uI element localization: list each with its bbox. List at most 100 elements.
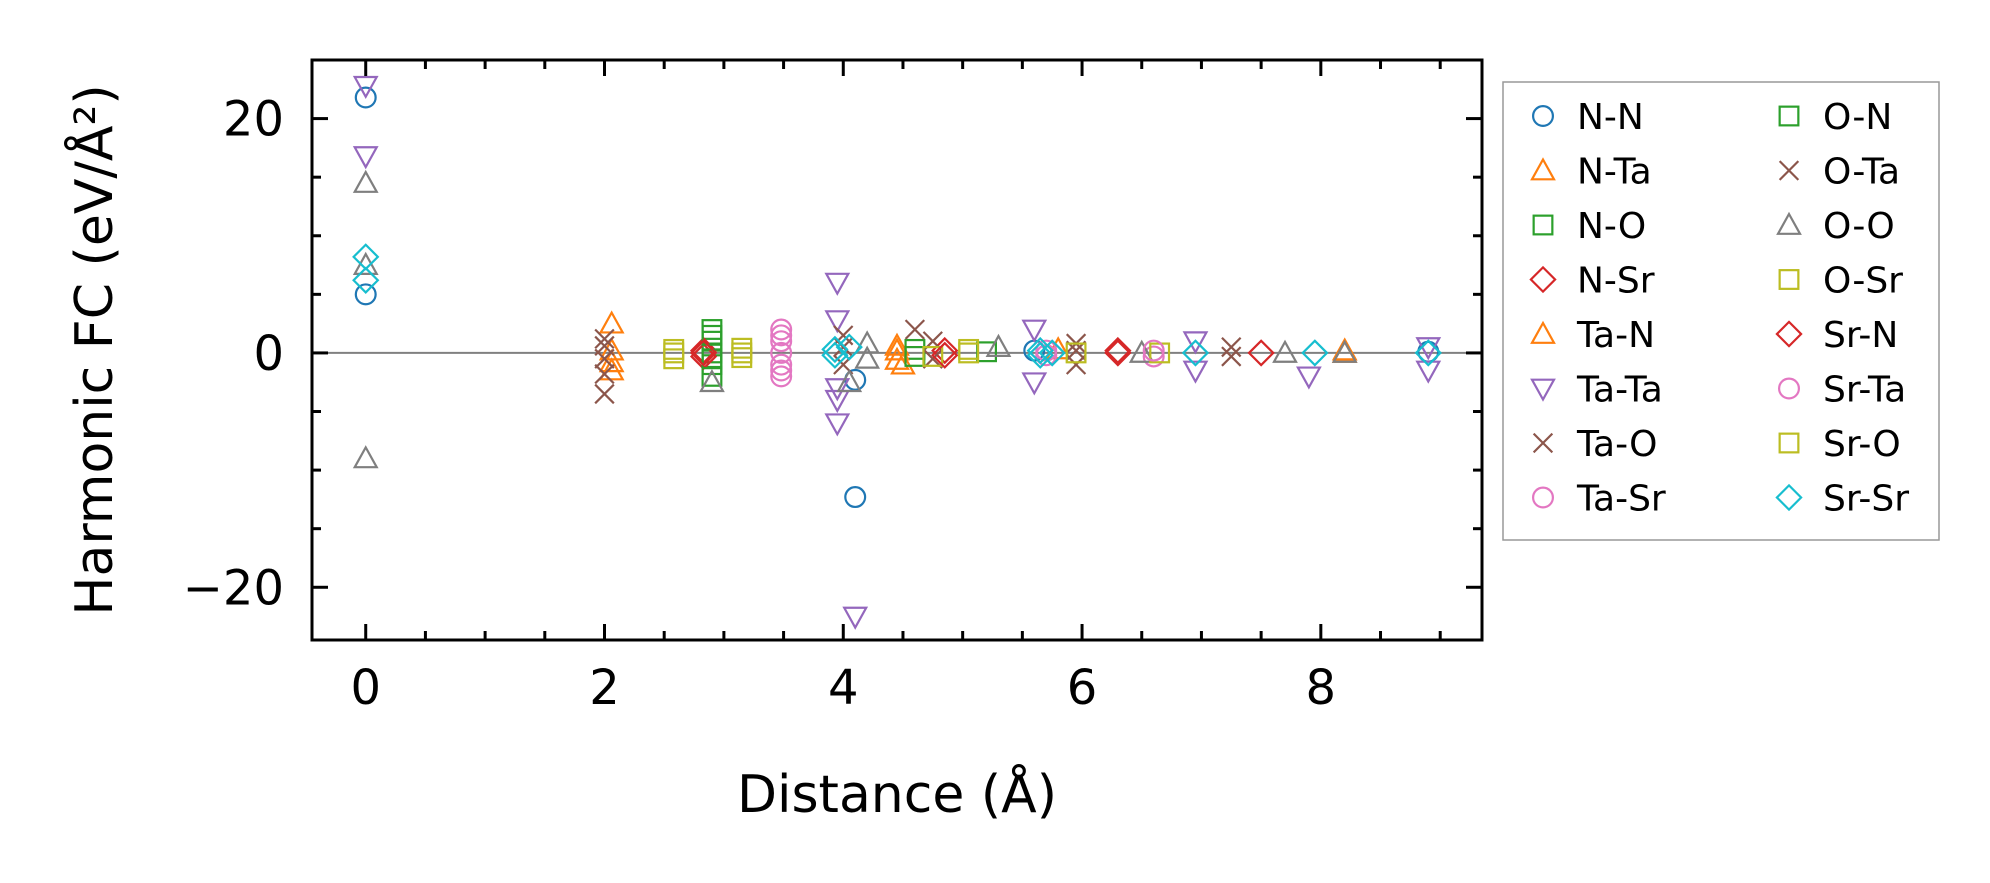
legend-entry-o-sr: O-Sr xyxy=(1778,261,1903,302)
data-point-ta-sr xyxy=(1142,345,1165,368)
legend: N-N N-Ta N-O N-Sr Ta-N Ta-Ta Ta-O Ta-Sr O-N O-Ta O… xyxy=(1502,81,1940,541)
data-point-ta-o xyxy=(904,319,926,340)
data-point-sr-ta xyxy=(770,359,793,382)
y-tick-labels: −20 0 20 xyxy=(183,92,284,617)
legend-marker-n-n xyxy=(1531,104,1554,127)
data-point-o-o xyxy=(1331,339,1358,363)
data-point-ta-ta xyxy=(824,310,851,334)
data-point-ta-o xyxy=(1221,336,1242,358)
legend-label-n-ta: N-Ta xyxy=(1577,152,1652,193)
y-tick-label: 20 xyxy=(223,92,284,148)
data-point-o-sr xyxy=(922,345,944,367)
legend-label-n-o: N-O xyxy=(1577,206,1646,247)
data-point-sr-o xyxy=(663,342,685,364)
data-point-ta-sr xyxy=(770,353,793,376)
data-point-ta-ta xyxy=(842,606,869,630)
data-point-o-n xyxy=(701,324,723,346)
data-point-n-o xyxy=(904,338,926,360)
legend-marker-sr-ta xyxy=(1777,377,1800,400)
data-point-ta-n xyxy=(884,337,910,361)
data-point-ta-ta xyxy=(352,146,379,170)
data-point-sr-n xyxy=(1104,336,1132,365)
data-point-ta-sr xyxy=(770,341,793,364)
data-point-ta-ta xyxy=(352,75,379,100)
data-point-sr-sr xyxy=(1414,339,1442,367)
legend-label-ta-n: Ta-N xyxy=(1576,315,1655,356)
legend-marker-sr-o xyxy=(1778,432,1800,454)
data-point-ta-o xyxy=(594,363,615,385)
data-point-n-ta xyxy=(884,332,910,356)
data-point-sr-o xyxy=(1065,342,1087,364)
y-axis-title: Harmonic FC (eV/Å²) xyxy=(63,84,125,615)
legend-entry-n-sr: N-Sr xyxy=(1529,261,1655,302)
series-sr-o xyxy=(663,342,1087,364)
data-point-n-ta xyxy=(1331,337,1358,361)
data-point-n-n xyxy=(844,486,867,509)
legend-marker-ta-n xyxy=(1530,320,1556,344)
legend-entry-o-ta: O-Ta xyxy=(1778,152,1900,193)
legend-entry-ta-n: Ta-N xyxy=(1530,315,1655,356)
data-point-sr-sr xyxy=(1301,339,1329,367)
legend-marker-o-n xyxy=(1778,105,1800,127)
legend-label-n-sr: N-Sr xyxy=(1577,261,1655,302)
legend-label-o-ta: O-Ta xyxy=(1823,152,1900,193)
data-point-o-o xyxy=(1128,339,1155,363)
data-point-ta-ta xyxy=(1021,372,1048,396)
x-tick-label: 0 xyxy=(350,660,381,716)
legend-entry-sr-ta: Sr-Ta xyxy=(1777,370,1906,411)
legend-marker-sr-n xyxy=(1775,320,1803,348)
data-point-o-o xyxy=(352,445,379,469)
data-points-layer xyxy=(352,75,1442,630)
legend-label-ta-sr: Ta-Sr xyxy=(1576,479,1666,520)
data-point-o-o xyxy=(352,251,379,275)
data-point-ta-ta xyxy=(824,413,851,437)
data-point-n-o xyxy=(701,319,723,340)
legend-marker-ta-sr xyxy=(1531,486,1554,509)
data-point-ta-o xyxy=(594,383,615,405)
data-point-sr-sr xyxy=(821,335,849,364)
data-point-sr-sr xyxy=(1038,339,1066,367)
data-point-n-sr xyxy=(1104,339,1132,367)
legend-marker-sr-sr xyxy=(1775,483,1803,512)
legend-label-o-o: O-O xyxy=(1823,206,1895,247)
data-point-ta-ta xyxy=(824,272,851,296)
legend-entry-ta-ta: Ta-Ta xyxy=(1530,370,1663,411)
data-point-ta-n xyxy=(598,357,625,381)
data-point-n-ta xyxy=(598,310,625,334)
legend-label-n-n: N-N xyxy=(1577,97,1644,138)
legend-entry-ta-sr: Ta-Sr xyxy=(1531,479,1666,520)
data-point-sr-ta xyxy=(1142,339,1165,362)
legend-entry-n-o: N-O xyxy=(1532,206,1646,247)
data-point-ta-sr xyxy=(770,318,793,341)
legend-entry-sr-o: Sr-O xyxy=(1778,424,1901,465)
data-point-ta-ta xyxy=(1182,331,1209,355)
data-point-o-ta xyxy=(594,335,615,357)
legend-entry-n-n: N-N xyxy=(1531,97,1644,138)
legend-marker-o-sr xyxy=(1778,269,1800,290)
data-point-o-o xyxy=(352,169,379,193)
y-tick-label: 0 xyxy=(253,326,284,382)
data-point-sr-sr xyxy=(352,266,380,294)
legend-marker-o-o xyxy=(1776,211,1802,235)
legend-frame xyxy=(1502,81,1940,541)
data-point-o-ta xyxy=(1221,346,1242,367)
data-point-o-o xyxy=(699,368,725,393)
legend-entry-n-ta: N-Ta xyxy=(1530,152,1652,193)
data-point-sr-n xyxy=(1247,339,1275,367)
x-tick-labels: 0 2 4 6 8 xyxy=(350,660,1336,716)
y-tick-label: −20 xyxy=(183,560,284,616)
legend-entry-o-n: O-N xyxy=(1778,97,1892,138)
legend-marker-ta-ta xyxy=(1530,378,1556,402)
data-point-sr-sr xyxy=(835,333,863,361)
series-o-o xyxy=(352,169,1358,469)
data-point-ta-o xyxy=(1065,354,1087,375)
data-point-o-o xyxy=(985,333,1012,357)
data-point-o-o xyxy=(836,368,863,393)
data-point-sr-n xyxy=(689,339,718,367)
data-point-sr-ta xyxy=(770,324,793,347)
x-tick-label: 4 xyxy=(828,660,859,716)
legend-marker-o-ta xyxy=(1778,160,1800,181)
data-point-ta-o xyxy=(594,328,615,349)
data-point-ta-ta xyxy=(1021,319,1048,343)
